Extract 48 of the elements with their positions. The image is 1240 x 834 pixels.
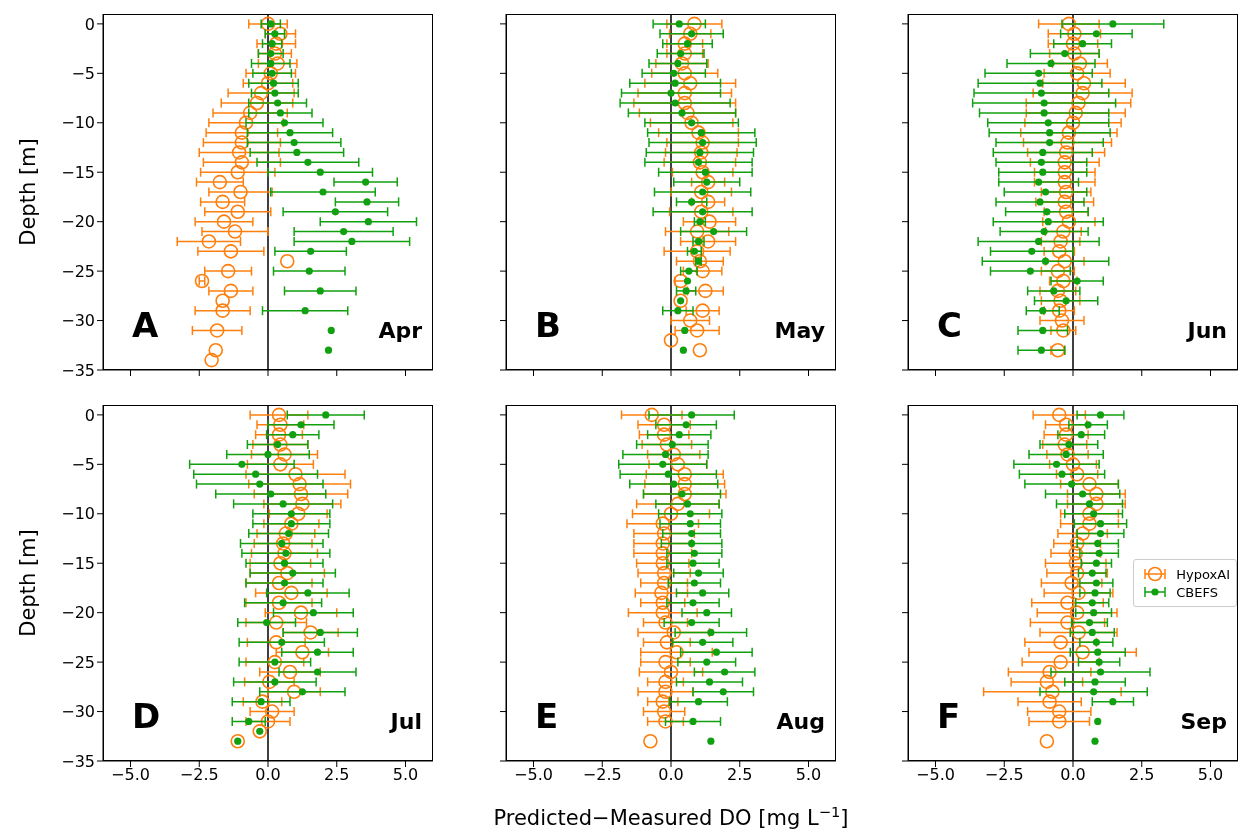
x-tick-label: 2.5 <box>324 765 350 785</box>
annotation: Jul <box>390 709 422 734</box>
annotation: Apr <box>378 318 422 343</box>
y-tick-label: −30 <box>61 311 95 331</box>
y-tick-label: −15 <box>61 162 95 182</box>
annotation: D <box>132 696 161 736</box>
annotation: Aug <box>776 709 825 734</box>
y-tick-label: −15 <box>61 553 95 573</box>
annotation: B <box>535 305 561 345</box>
y-tick-label: −25 <box>61 652 95 672</box>
y-tick-label: −35 <box>61 751 95 771</box>
x-tick-label: 5.0 <box>795 765 822 785</box>
y-tick-label: −20 <box>61 212 95 232</box>
x-tick-label: 2.5 <box>727 765 753 785</box>
y-tick-label: −30 <box>61 702 95 722</box>
x-tick-label: 0.0 <box>658 765 684 785</box>
y-tick-label: 0 <box>84 405 95 425</box>
x-tick-label: 0.0 <box>1060 765 1086 785</box>
x-tick-label: 5.0 <box>1197 765 1224 785</box>
x-tick-label: 5.0 <box>392 765 419 785</box>
x-tick-label: 0.0 <box>255 765 281 785</box>
annotation: C <box>937 305 962 345</box>
annotation: Jun <box>1187 318 1227 343</box>
x-tick-label: −5.0 <box>916 765 955 785</box>
x-axis-title: Predicted−Measured DO [mg L$^{−1}$] <box>493 802 849 830</box>
y-tick-label: −10 <box>61 113 95 133</box>
annotation: F <box>937 696 961 736</box>
y-axis-title: Depth [m] <box>16 138 40 246</box>
legend-label: CBEFS <box>1176 584 1219 600</box>
x-tick-label: −2.5 <box>984 765 1024 785</box>
y-tick-label: −20 <box>61 603 95 623</box>
y-tick-label: 0 <box>84 14 95 34</box>
y-tick-label: −35 <box>61 360 95 380</box>
y-tick-label: −5 <box>71 64 95 84</box>
annotation: E <box>535 696 559 736</box>
x-tick-label: −2.5 <box>582 765 622 785</box>
annotation: May <box>774 318 825 343</box>
x-tick-label: −2.5 <box>179 765 219 785</box>
annotation: A <box>132 305 159 345</box>
y-axis-title: Depth [m] <box>16 529 40 637</box>
y-tick-label: −5 <box>71 455 95 475</box>
y-tick-label: −10 <box>61 504 95 524</box>
x-tick-label: 2.5 <box>1129 765 1155 785</box>
legend-label: HypoxAI <box>1176 566 1230 582</box>
annotation: Sep <box>1180 709 1227 734</box>
x-tick-label: −5.0 <box>514 765 553 785</box>
x-tick-label: −5.0 <box>111 765 150 785</box>
y-tick-label: −25 <box>61 261 95 281</box>
